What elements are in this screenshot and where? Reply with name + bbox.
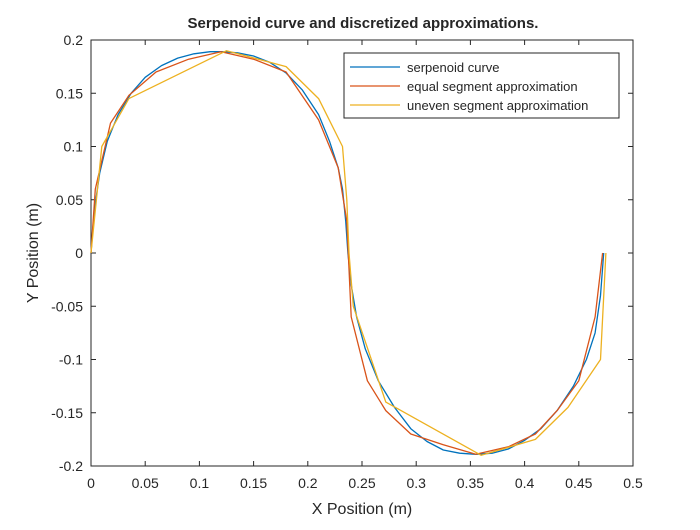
series-line-2 <box>90 51 604 455</box>
series-line-3 <box>90 50 607 456</box>
x-tick-label: 0.5 <box>623 475 643 491</box>
y-tick-label: -0.15 <box>51 405 83 421</box>
ticks <box>90 39 634 467</box>
x-axis-label: X Position (m) <box>312 501 412 518</box>
legend-entries: serpenoid curve equal segment approximati… <box>350 60 588 113</box>
legend-label-3: uneven segment approximation <box>407 98 588 113</box>
series-line-1 <box>90 51 605 455</box>
y-tick-label: 0 <box>75 245 83 261</box>
legend-label-1: serpenoid curve <box>407 60 500 75</box>
x-tick-label: 0.45 <box>565 475 592 491</box>
y-tick-label: 0.1 <box>64 139 84 155</box>
legend: serpenoid curve equal segment approximati… <box>343 52 620 119</box>
y-tick-label: 0.2 <box>64 32 84 48</box>
x-tick-label: 0.05 <box>132 475 159 491</box>
legend-label-2: equal segment approximation <box>407 79 578 94</box>
chart-title: Serpenoid curve and discretized approxim… <box>188 15 539 32</box>
y-tick-label: -0.05 <box>51 298 83 314</box>
x-tick-label: 0 <box>87 475 95 491</box>
y-tick-label: 0.15 <box>56 85 83 101</box>
x-tick-labels: 0 0.05 0.1 0.15 0.2 0.25 0.3 0.35 0.4 0.45 0.5 <box>87 475 643 491</box>
y-tick-label: 0.05 <box>56 192 83 208</box>
x-tick-label: 0.3 <box>406 475 426 491</box>
y-tick-label: -0.1 <box>59 352 83 368</box>
series-lines <box>90 50 607 456</box>
x-tick-label: 0.35 <box>457 475 484 491</box>
x-tick-label: 0.1 <box>190 475 210 491</box>
y-tick-label: -0.2 <box>59 458 83 474</box>
x-tick-label: 0.4 <box>515 475 535 491</box>
x-tick-label: 0.2 <box>298 475 318 491</box>
y-axis-label: Y Position (m) <box>25 203 42 303</box>
x-tick-label: 0.25 <box>348 475 375 491</box>
x-tick-label: 0.15 <box>240 475 267 491</box>
y-tick-labels: 0.2 0.15 0.1 0.05 0 -0.05 -0.1 -0.15 -0.2 <box>51 32 83 474</box>
